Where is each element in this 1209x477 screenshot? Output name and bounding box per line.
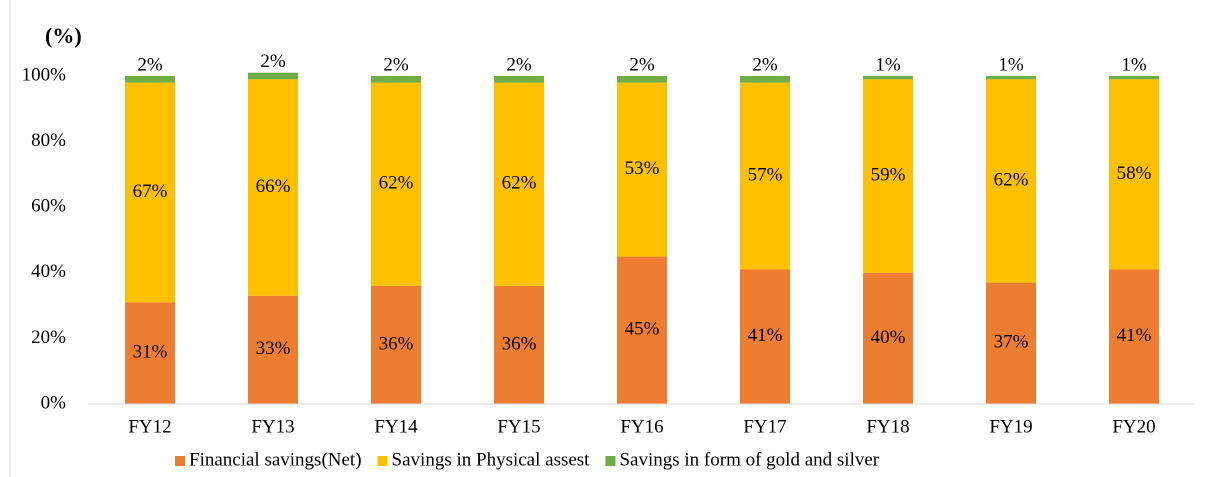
x-tick-label: FY13 (251, 416, 294, 437)
bar-segment (494, 285, 544, 404)
bar-segment (863, 79, 913, 273)
data-label: 45% (625, 319, 660, 340)
bar-segment (617, 256, 667, 404)
data-label: 31% (133, 342, 168, 363)
y-tick-label: 80% (31, 130, 66, 151)
data-label: 36% (502, 333, 537, 354)
bar-segment (863, 76, 913, 80)
bar-segment (1109, 269, 1159, 404)
bar-segment (494, 76, 544, 83)
bar-segment (740, 76, 790, 83)
data-label: 66% (256, 176, 291, 197)
chart-title: (%) (45, 23, 82, 48)
data-label: 1% (1121, 54, 1147, 75)
bar-segment (986, 76, 1036, 80)
data-label: 41% (748, 325, 783, 346)
data-label: 1% (998, 54, 1024, 75)
data-label: 62% (379, 173, 414, 194)
bar-segment (371, 285, 421, 404)
data-label: 37% (994, 332, 1029, 353)
data-label: 58% (1117, 163, 1152, 184)
x-tick-label: FY16 (620, 416, 663, 437)
y-tick-label: 100% (22, 64, 67, 85)
bar-segment (863, 272, 913, 404)
bar-segment (494, 82, 544, 286)
bar-segment (371, 82, 421, 286)
bar-segment (617, 76, 667, 83)
data-label: 40% (871, 327, 906, 348)
y-tick-label: 40% (31, 261, 66, 282)
x-tick-label: FY20 (1112, 416, 1155, 437)
data-label: 62% (502, 173, 537, 194)
bar-segment (740, 82, 790, 270)
data-label: 36% (379, 333, 414, 354)
legend-label: Financial savings(Net) (189, 449, 362, 470)
y-tick-label: 60% (31, 196, 66, 217)
data-label: 53% (625, 158, 660, 179)
legend-label: Savings in form of gold and silver (619, 449, 879, 470)
bar-segment (740, 269, 790, 404)
data-label: 2% (383, 54, 409, 75)
data-label: 41% (1117, 325, 1152, 346)
bar-segment (125, 302, 175, 404)
data-label: 2% (137, 54, 163, 75)
data-label: 62% (994, 169, 1029, 190)
legend-label: Savings in Physical assest (392, 449, 591, 470)
data-label: 33% (256, 338, 291, 359)
bar-segment (617, 82, 667, 257)
bar-segment (248, 295, 298, 404)
data-label: 67% (133, 181, 168, 202)
y-tick-label: 20% (31, 327, 66, 348)
legend-swatch (175, 456, 185, 466)
x-tick-label: FY12 (128, 416, 171, 437)
x-tick-label: FY17 (743, 416, 786, 437)
bar-segment (371, 76, 421, 83)
bar-segment (125, 82, 175, 303)
data-label: 2% (752, 54, 778, 75)
data-label: 2% (506, 54, 532, 75)
y-tick-label: 0% (41, 392, 67, 413)
legend-swatch (605, 456, 616, 466)
data-label: 57% (748, 164, 783, 185)
x-tick-label: FY15 (497, 416, 540, 437)
data-label: 59% (871, 164, 906, 185)
bar-segment (986, 282, 1036, 404)
legend-swatch (377, 456, 388, 466)
x-tick-label: FY14 (374, 416, 418, 437)
bar-segment (986, 79, 1036, 283)
bar-segment (125, 76, 175, 83)
x-tick-label: FY18 (866, 416, 909, 437)
bar-segment (1109, 79, 1159, 270)
data-label: 1% (875, 54, 901, 75)
bar-segment (248, 79, 298, 296)
data-label: 2% (629, 54, 655, 75)
x-tick-label: FY19 (989, 416, 1032, 437)
bar-segment (248, 72, 298, 80)
bar-segment (1109, 76, 1159, 80)
data-label: 2% (260, 51, 286, 72)
